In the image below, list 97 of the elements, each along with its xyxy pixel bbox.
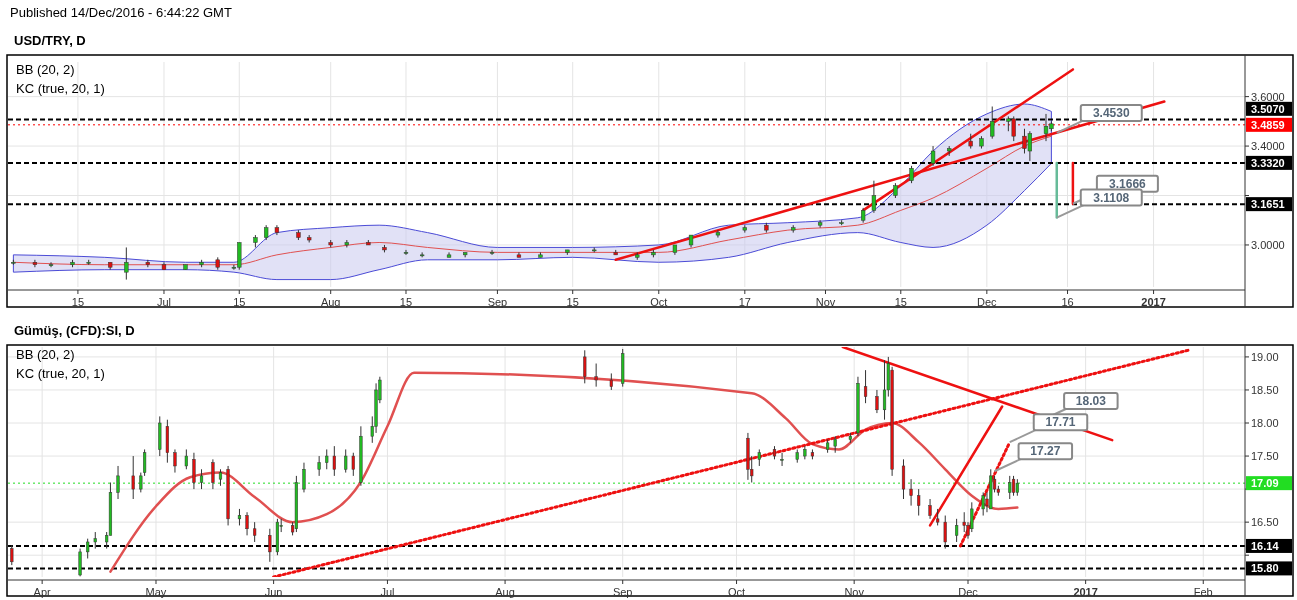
candlestick	[124, 246, 129, 281]
x-tick-label: Dec	[977, 296, 998, 308]
candlestick	[173, 448, 177, 474]
x-tick-label: 15	[894, 296, 907, 308]
annotation: BB (20, 2)	[16, 347, 75, 362]
candlestick	[863, 369, 868, 404]
x-tick-label: 15	[233, 296, 246, 308]
y-tick-label: 3.4000	[1251, 140, 1285, 153]
x-tick-label: Jul	[380, 586, 395, 598]
ref-line-label: 3.4859	[1251, 118, 1285, 131]
candlestick	[268, 528, 272, 563]
x-tick-label: 15	[71, 296, 85, 308]
candlestick	[78, 548, 82, 577]
candlestick	[199, 468, 204, 490]
x-tick-label: Feb	[1193, 586, 1213, 598]
y-tick-label: 19.00	[1251, 350, 1279, 363]
candlestick	[184, 448, 188, 470]
x-tick-label: Apr	[33, 586, 52, 598]
candlestick	[325, 448, 329, 470]
x-tick-label: Dec	[958, 586, 979, 598]
candlestick	[917, 488, 921, 517]
candlestick	[901, 458, 906, 500]
candlestick	[955, 518, 959, 543]
ref-line-label: 17.09	[1251, 477, 1279, 490]
x-tick-label: 16	[1061, 296, 1074, 308]
annotation: 3.1108	[1093, 190, 1130, 205]
x-tick-label: 2017	[1073, 586, 1098, 598]
y-tick-label: 17.50	[1251, 450, 1279, 463]
candlestick	[928, 498, 932, 520]
x-tick-label: Nov	[844, 586, 865, 598]
x-tick-label: Sep	[487, 296, 508, 308]
ref-line-label: 3.1651	[1251, 198, 1285, 211]
x-tick-label: Aug	[495, 586, 515, 598]
candlestick	[943, 515, 947, 550]
annotation: 18.03	[1075, 394, 1107, 409]
candlestick	[403, 249, 409, 256]
annotation: BB (20, 2)	[16, 62, 75, 77]
annotation: 3.4530	[1092, 105, 1130, 120]
candlestick	[990, 106, 995, 140]
candlestick	[715, 229, 721, 239]
line-series	[109, 371, 1019, 573]
candlestick	[909, 478, 913, 507]
annotation: 3.1666	[1109, 176, 1147, 191]
x-tick-label: 17	[738, 296, 751, 308]
candlestick	[332, 445, 336, 477]
candlestick	[780, 452, 784, 467]
candlestick	[10, 544, 14, 566]
x-tick-label: Jul	[156, 296, 171, 308]
candlestick	[192, 452, 196, 490]
candlestick	[1008, 475, 1012, 500]
x-tick-label: Nov	[815, 296, 836, 308]
candlestick	[344, 448, 348, 474]
x-tick-label: 2017	[1141, 296, 1166, 308]
candlestick	[302, 462, 306, 493]
ref-line-label: 15.80	[1251, 562, 1279, 575]
x-tick-label: Oct	[727, 586, 746, 598]
candlestick	[594, 363, 598, 388]
chart-title: USD/TRY, D	[14, 33, 86, 48]
candlestick	[817, 219, 823, 229]
y-tick-label: 3.6000	[1251, 90, 1285, 103]
candlestick	[116, 465, 120, 500]
candlestick	[317, 455, 321, 477]
candlestick	[981, 491, 985, 517]
y-tick-label: 3.0000	[1251, 238, 1285, 251]
candlestick	[489, 249, 495, 256]
candlestick	[583, 349, 587, 384]
x-tick-label: Oct	[650, 296, 668, 308]
annotation: KC (true, 20, 1)	[16, 81, 105, 96]
y-tick-label: 16.50	[1251, 516, 1279, 529]
x-tick-label: May	[145, 586, 167, 598]
x-tick-label: 15	[399, 296, 413, 308]
x-tick-label: Aug	[320, 296, 341, 308]
candlestick	[86, 538, 90, 559]
candlestick	[245, 511, 249, 536]
y-tick-label: 18.50	[1251, 383, 1279, 396]
candlestick	[871, 180, 877, 214]
x-tick-label: 15	[566, 296, 579, 308]
candlestick	[131, 455, 135, 500]
chart-subtitle: Published 14/Dec/2016 - 6:44:22 GMT	[10, 5, 232, 20]
candlestick	[930, 145, 936, 167]
annotation: 17.27	[1030, 444, 1061, 459]
candlestick	[32, 259, 38, 268]
candlestick	[882, 359, 887, 421]
candlestick	[48, 261, 54, 268]
candlestick	[875, 389, 879, 414]
y-tick-label: 18.00	[1251, 417, 1279, 430]
ref-line-label: 16.14	[1251, 539, 1280, 552]
ref-line-label: 3.3320	[1251, 156, 1285, 169]
candlestick	[253, 521, 257, 543]
x-tick-label: Sep	[612, 586, 633, 598]
candlestick	[211, 458, 215, 490]
annotation: 17.71	[1045, 415, 1076, 430]
annotation: KC (true, 20, 1)	[16, 366, 105, 381]
ref-line-label: 3.5070	[1251, 102, 1285, 115]
chart-title: Gümüş, (CFD):SI, D	[14, 323, 135, 338]
x-tick-label: Jun	[264, 586, 283, 598]
candlestick	[351, 452, 355, 477]
